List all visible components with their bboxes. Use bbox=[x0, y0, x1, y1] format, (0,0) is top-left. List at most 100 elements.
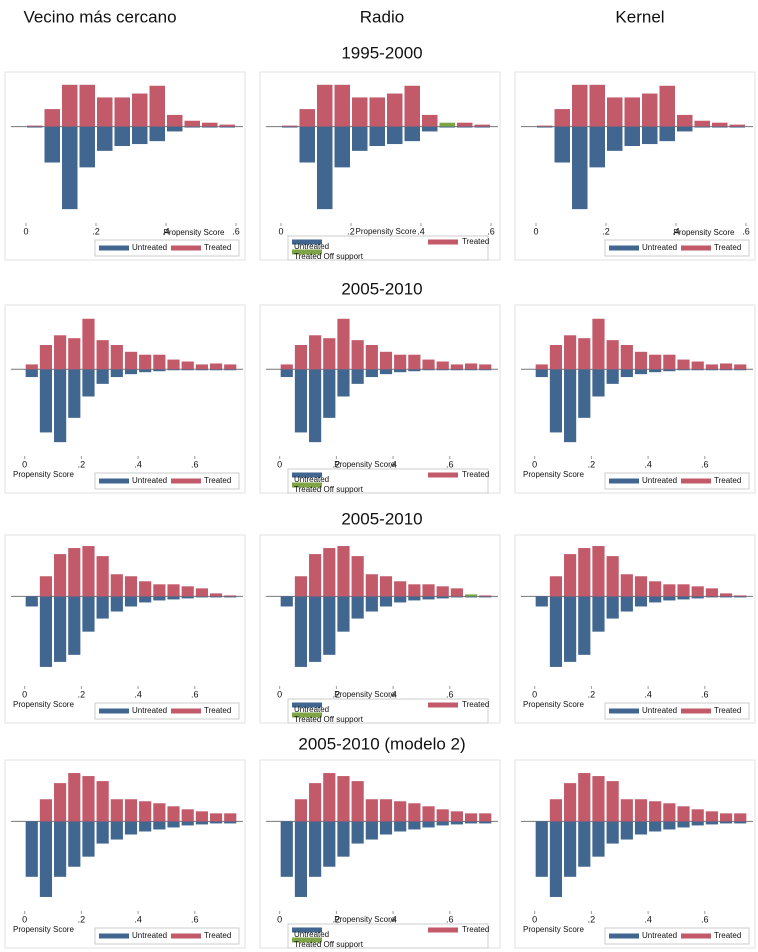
bar bbox=[408, 821, 421, 830]
row-title: 2005-2010 bbox=[341, 279, 422, 298]
bar bbox=[592, 821, 605, 857]
bar bbox=[294, 345, 308, 370]
bar bbox=[404, 126, 420, 142]
x-axis-label: Propensity Score bbox=[13, 700, 74, 709]
bar bbox=[439, 122, 455, 127]
legend-label: Treated bbox=[714, 931, 741, 940]
x-axis-label: Propensity Score bbox=[334, 915, 395, 924]
bar bbox=[394, 581, 407, 597]
bar bbox=[351, 781, 364, 822]
bar bbox=[334, 84, 350, 127]
bar bbox=[564, 554, 577, 597]
bar bbox=[659, 85, 675, 127]
bar bbox=[181, 586, 194, 597]
x-tick-label: 0 bbox=[277, 459, 282, 469]
bar bbox=[351, 369, 364, 384]
bar bbox=[535, 596, 548, 607]
bar bbox=[620, 596, 633, 612]
x-tick-label: 0 bbox=[23, 226, 28, 236]
bar bbox=[369, 97, 385, 127]
panel-frame bbox=[514, 534, 756, 724]
bar bbox=[474, 126, 490, 128]
bar bbox=[677, 596, 690, 600]
bar bbox=[624, 97, 640, 127]
bar bbox=[705, 369, 718, 371]
bar bbox=[294, 821, 308, 897]
x-tick-label: .4 bbox=[162, 226, 170, 236]
bar bbox=[96, 821, 109, 844]
bar bbox=[734, 369, 747, 371]
legend-label: Treated Off support bbox=[294, 940, 364, 949]
bar bbox=[705, 588, 718, 597]
bar bbox=[649, 801, 662, 822]
bar bbox=[691, 809, 704, 822]
bar bbox=[280, 596, 293, 607]
bar bbox=[323, 596, 336, 655]
bar bbox=[422, 596, 435, 600]
bar bbox=[209, 593, 223, 597]
legend-swatch bbox=[99, 708, 129, 714]
bar bbox=[578, 369, 591, 418]
bar bbox=[39, 345, 53, 370]
x-tick-label: .6 bbox=[701, 459, 709, 469]
bar bbox=[479, 369, 492, 371]
bar bbox=[209, 813, 223, 822]
legend-swatch bbox=[171, 708, 201, 714]
bar bbox=[592, 596, 605, 632]
legend-label: Treated bbox=[204, 931, 231, 940]
bar bbox=[663, 584, 676, 597]
column-title: Radio bbox=[360, 7, 404, 26]
bar bbox=[54, 554, 67, 597]
bar bbox=[450, 369, 463, 371]
bar bbox=[649, 821, 662, 832]
bar bbox=[379, 799, 393, 822]
legend-swatch bbox=[681, 933, 711, 939]
bar bbox=[450, 821, 463, 825]
legend-swatch bbox=[292, 239, 322, 245]
bar bbox=[44, 126, 60, 163]
x-tick-label: 0 bbox=[22, 689, 27, 699]
x-tick-label: .4 bbox=[389, 689, 397, 699]
x-tick-label: .6 bbox=[446, 689, 454, 699]
row-title: 1995-2000 bbox=[341, 43, 422, 62]
bar bbox=[387, 93, 403, 127]
x-tick-label: 0 bbox=[532, 914, 537, 924]
bar bbox=[352, 97, 368, 127]
bar bbox=[479, 813, 492, 822]
x-tick-label: .6 bbox=[446, 914, 454, 924]
x-tick-label: .6 bbox=[742, 226, 750, 236]
x-tick-label: .4 bbox=[134, 914, 142, 924]
x-axis-label: Propensity Score bbox=[13, 470, 74, 479]
bar bbox=[464, 813, 478, 822]
x-tick-label: .6 bbox=[191, 459, 199, 469]
bar bbox=[110, 574, 123, 597]
legend-label: Untreated bbox=[294, 930, 329, 939]
legend-label: Treated bbox=[204, 476, 231, 485]
bar bbox=[564, 596, 577, 662]
x-tick-label: .4 bbox=[389, 914, 397, 924]
bar bbox=[691, 586, 704, 597]
bar bbox=[68, 821, 81, 867]
legend-label: Treated bbox=[462, 470, 489, 479]
bar bbox=[620, 369, 633, 378]
bar bbox=[195, 821, 208, 825]
bar bbox=[589, 84, 605, 127]
bar bbox=[62, 84, 78, 127]
bar bbox=[224, 596, 237, 598]
bar bbox=[479, 364, 492, 370]
x-tick-label: .6 bbox=[701, 914, 709, 924]
bar bbox=[479, 821, 492, 824]
x-tick-label: .4 bbox=[644, 689, 652, 699]
row-title: 2005-2010 bbox=[341, 509, 422, 528]
legend-label: Untreated bbox=[642, 476, 677, 485]
bar bbox=[606, 340, 619, 370]
legend-label: Treated Off support bbox=[294, 252, 364, 261]
legend-label: Untreated bbox=[642, 706, 677, 715]
bar bbox=[620, 799, 633, 822]
bar bbox=[124, 596, 138, 607]
legend-swatch bbox=[681, 478, 711, 484]
column-title: Kernel bbox=[615, 7, 664, 26]
bar bbox=[379, 369, 393, 375]
bar bbox=[450, 364, 463, 370]
panel-frame bbox=[4, 71, 246, 261]
